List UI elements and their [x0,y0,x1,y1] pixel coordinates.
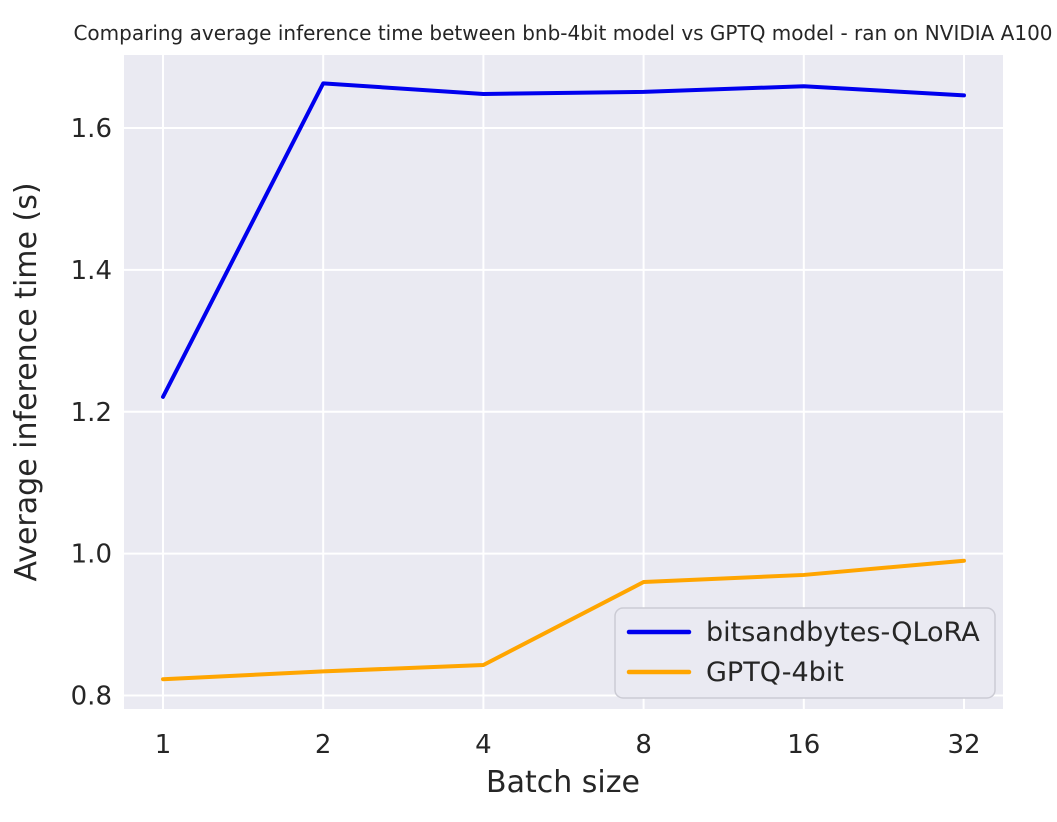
gridline-layer [124,55,1003,709]
tick-label-layer: 1.6 1.4 1.2 1.0 0.8 1 2 4 8 16 32 [71,114,981,760]
x-tick-label: 8 [635,730,652,760]
x-tick-label: 4 [475,730,492,760]
x-tick-label: 1 [155,730,172,760]
y-tick-label: 1.2 [71,398,112,428]
y-tick-label: 1.4 [71,256,112,286]
legend-label: GPTQ-4bit [706,657,844,688]
x-tick-label: 16 [787,730,820,760]
series-line-gptq-4bit [161,558,966,682]
series-line-bitsandbytes-qlora [161,81,966,399]
x-tick-label: 2 [315,730,332,760]
chart-title: Comparing average inference time between… [73,21,1052,45]
legend-label: bitsandbytes-QLoRA [706,617,980,648]
y-tick-label: 1.6 [71,114,112,144]
x-axis-label: Batch size [486,765,640,800]
series-layer [161,81,966,682]
x-tick-label: 32 [947,730,980,760]
y-axis-label: Average inference time (s) [9,182,44,581]
plot-area [124,55,1003,709]
legend: bitsandbytes-QLoRA GPTQ-4bit [614,607,996,699]
plot-background-layer [124,55,1003,709]
y-tick-label: 1.0 [71,540,112,570]
legend-box [614,607,996,699]
y-tick-label: 0.8 [71,682,112,712]
